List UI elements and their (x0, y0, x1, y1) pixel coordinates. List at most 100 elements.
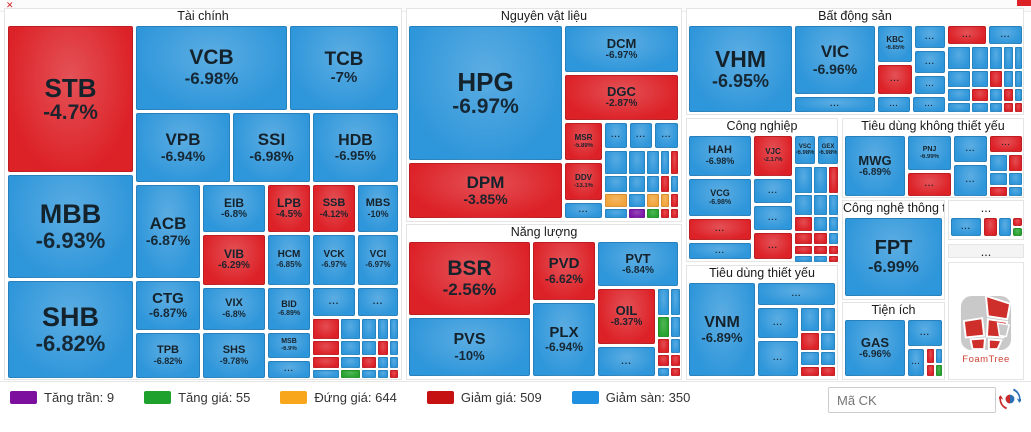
mini-tile[interactable] (313, 370, 339, 378)
tile-TCB[interactable]: TCB -7% (290, 26, 398, 110)
mini-tile[interactable] (814, 195, 827, 215)
tile-mini[interactable]: ... (598, 347, 655, 376)
tile-mini[interactable]: ... (689, 243, 751, 259)
mini-tile[interactable] (658, 355, 670, 367)
mini-tile[interactable] (1004, 70, 1014, 88)
tile-mini[interactable]: ... (908, 320, 942, 346)
tile-SHS[interactable]: SHS -9.78% (203, 333, 265, 378)
tile-VHM[interactable]: VHM -6.95% (689, 26, 792, 112)
tile-DCM[interactable]: DCM -6.97% (565, 26, 678, 72)
mini-tile[interactable] (948, 70, 971, 88)
mini-tile[interactable] (814, 246, 827, 255)
mini-tile[interactable] (1015, 89, 1022, 102)
tile-mini[interactable]: ... (954, 165, 987, 196)
tile-VCI[interactable]: VCI -6.97% (358, 235, 398, 285)
mini-tile[interactable] (377, 340, 389, 356)
tile-PLX[interactable]: PLX -6.94% (533, 303, 595, 376)
tile-mini[interactable]: ... (655, 123, 678, 148)
tile-mini[interactable]: ... (754, 233, 792, 259)
mini-tile[interactable] (990, 155, 1008, 172)
mini-tile[interactable] (948, 103, 971, 112)
tile-MSR[interactable]: MSR -5.89% (565, 123, 602, 160)
tile-mini[interactable]: ... (313, 288, 355, 316)
tile-GAS[interactable]: GAS -6.96% (845, 320, 905, 376)
mini-tile[interactable] (660, 194, 670, 207)
tile-CTG[interactable]: CTG -6.87% (136, 281, 200, 330)
mini-tile[interactable] (795, 233, 813, 245)
mini-tile[interactable] (990, 187, 1008, 196)
tile-VCB[interactable]: VCB -6.98% (136, 26, 287, 110)
tile-VIC[interactable]: VIC -6.96% (795, 26, 875, 94)
mini-tile[interactable] (646, 194, 659, 207)
mini-tile[interactable] (1009, 187, 1022, 196)
tile-ACB[interactable]: ACB -6.87% (136, 185, 200, 278)
mini-tile[interactable] (814, 217, 827, 232)
mini-tile[interactable] (814, 167, 827, 194)
tile-mini[interactable]: ... (915, 51, 945, 73)
tile-VSC[interactable]: VSC -6.98% (795, 136, 815, 164)
tile-mini[interactable]: ... (795, 97, 875, 112)
mini-tile[interactable] (605, 208, 627, 218)
tile-mini[interactable]: ... (990, 136, 1022, 152)
mini-tile[interactable] (340, 357, 360, 368)
mini-tile[interactable] (390, 357, 398, 368)
mini-tile[interactable] (821, 366, 835, 376)
mini-tile[interactable] (628, 151, 645, 174)
tile-BID[interactable]: BID -6.89% (268, 288, 310, 330)
mini-tile[interactable] (1004, 103, 1014, 112)
tile-HCM[interactable]: HCM -6.85% (268, 235, 310, 285)
mini-tile[interactable] (646, 208, 659, 218)
tile-VCG[interactable]: VCG -6.98% (689, 179, 751, 216)
mini-tile[interactable] (671, 368, 680, 376)
tile-mini[interactable] (1013, 228, 1022, 236)
tile-VNM[interactable]: VNM -6.89% (689, 283, 755, 376)
tile-mini[interactable]: ... (754, 179, 792, 203)
mini-tile[interactable] (990, 89, 1003, 102)
mini-tile[interactable] (605, 151, 627, 174)
mini-tile[interactable] (990, 173, 1008, 186)
tile-FPT[interactable]: FPT -6.99% (845, 218, 942, 296)
close-icon[interactable]: ✕ (6, 0, 14, 10)
tile-PNJ[interactable]: PNJ -6.99% (908, 136, 951, 170)
mini-tile[interactable] (658, 338, 670, 354)
tile-mini[interactable]: ... (630, 123, 652, 148)
tile-TPB[interactable]: TPB -6.82% (136, 333, 200, 378)
mini-tile[interactable] (1004, 47, 1014, 69)
mini-tile[interactable] (828, 233, 838, 245)
mini-tile[interactable] (821, 308, 835, 332)
tile-VPB[interactable]: VPB -6.94% (136, 113, 230, 182)
refresh-button[interactable] (997, 388, 1023, 412)
tile-DGC[interactable]: DGC -2.87% (565, 75, 678, 120)
mini-tile[interactable] (377, 319, 389, 339)
mini-tile[interactable] (658, 289, 670, 316)
mini-tile[interactable] (671, 151, 678, 174)
tile-KBC[interactable]: KBC -6.85% (878, 26, 912, 62)
mini-tile[interactable] (361, 357, 376, 368)
tile-mini[interactable]: ... (915, 26, 945, 48)
tile-mini[interactable] (1013, 218, 1022, 226)
mini-tile[interactable] (671, 208, 678, 218)
tile-VIX[interactable]: VIX -6.8% (203, 288, 265, 330)
mini-tile[interactable] (927, 349, 935, 364)
mini-tile[interactable] (313, 340, 339, 356)
mini-tile[interactable] (828, 246, 838, 255)
tile-GEX[interactable]: GEX -6.98% (818, 136, 838, 164)
mini-tile[interactable] (948, 89, 971, 102)
mini-tile[interactable] (660, 208, 670, 218)
mini-tile[interactable] (1009, 155, 1022, 172)
tile-mini[interactable]: ... (908, 173, 951, 196)
tile-HDB[interactable]: HDB -6.95% (313, 113, 398, 182)
mini-tile[interactable] (828, 217, 838, 232)
mini-tile[interactable] (361, 370, 376, 378)
mini-tile[interactable] (377, 357, 389, 368)
tile-BSR[interactable]: BSR -2.56% (409, 242, 530, 315)
tile-mini[interactable]: ... (989, 26, 1022, 44)
mini-tile[interactable] (795, 195, 813, 215)
mini-tile[interactable] (821, 352, 835, 365)
tile-HPG[interactable]: HPG -6.97% (409, 26, 562, 160)
mini-tile[interactable] (1009, 173, 1022, 186)
mini-tile[interactable] (1004, 89, 1014, 102)
tile-VCK[interactable]: VCK -6.97% (313, 235, 355, 285)
mini-tile[interactable] (972, 47, 989, 69)
tile-mini[interactable]: ... (954, 136, 987, 162)
